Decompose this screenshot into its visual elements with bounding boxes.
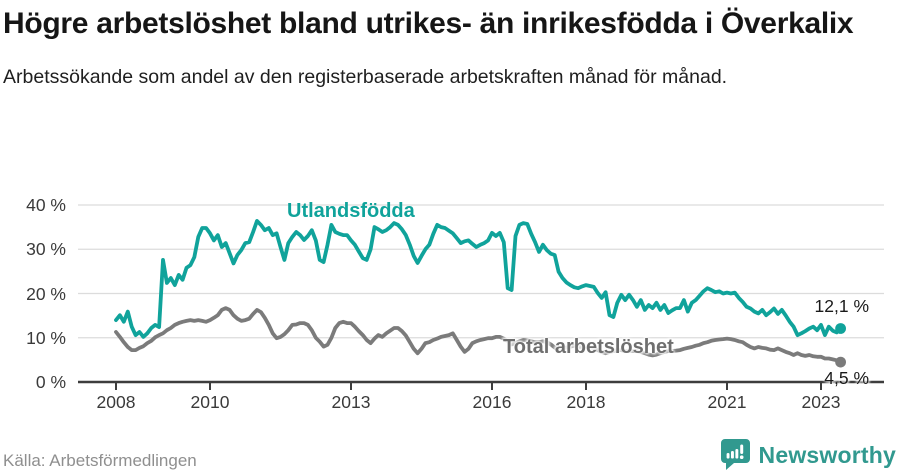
newsworthy-wordmark: Newsworthy	[758, 441, 896, 468]
series-label-utlandsfodda: Utlandsfödda	[287, 200, 415, 222]
series-label-total: Total arbetslöshet	[503, 336, 674, 358]
page-title: Högre arbetslöshet bland utrikes- än inr…	[3, 7, 854, 40]
source-note: Källa: Arbetsförmedlingen	[3, 451, 197, 470]
series-line-total	[114, 306, 843, 365]
series-line-utlandsfodda	[114, 218, 843, 339]
newsworthy-logo-icon	[720, 439, 750, 470]
end-value-label-utlandsfodda: 12,1 %	[814, 296, 869, 316]
chart-subtitle: Arbetssökande som andel av den registerb…	[3, 66, 728, 88]
end-value-label-total: 4,5 %	[824, 368, 869, 388]
series-end-dot-utlandsfodda	[835, 323, 846, 334]
header: Högre arbetslöshet bland utrikes- än inr…	[3, 4, 891, 91]
newsworthy-logo[interactable]: Newsworthy	[720, 438, 896, 471]
series-end-dot-total	[835, 356, 846, 368]
